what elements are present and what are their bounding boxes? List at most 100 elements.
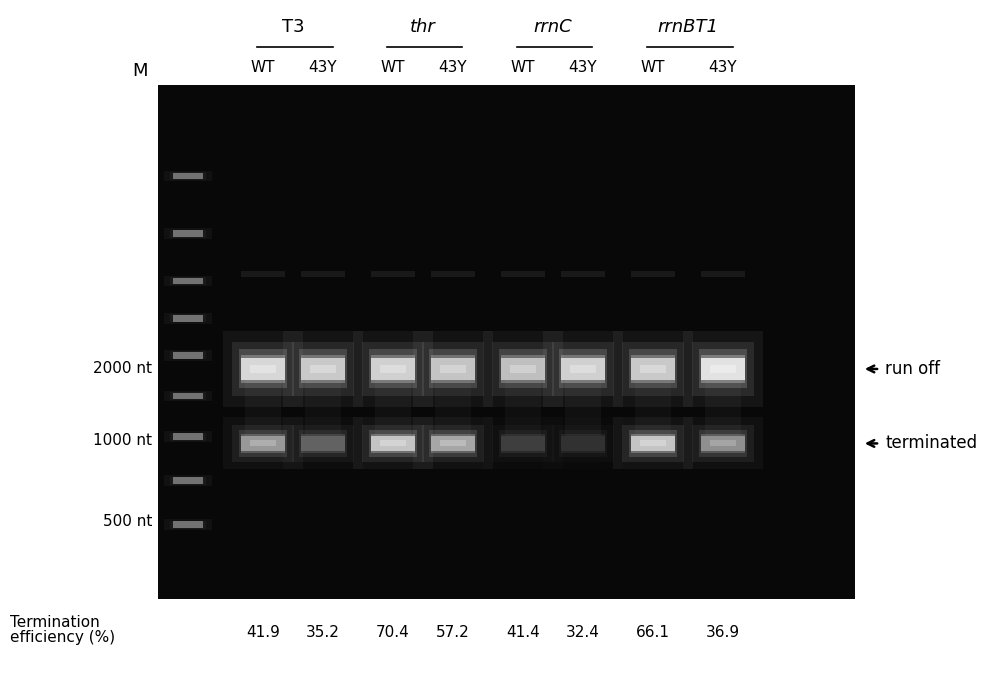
Bar [380,365,406,373]
Bar [170,521,206,529]
Bar [232,342,294,396]
Bar [629,349,677,389]
Bar [565,380,601,436]
Bar [710,441,736,446]
Bar [683,331,763,407]
Bar [362,425,424,462]
Text: T3: T3 [282,18,304,36]
Text: rrnC: rrnC [534,18,572,36]
Bar [310,365,336,373]
Bar [241,434,285,453]
Bar [164,519,212,530]
Bar [505,380,541,436]
Bar [301,358,345,380]
Bar [683,417,763,470]
Bar [501,355,545,383]
Text: WT: WT [641,60,665,75]
Bar [701,355,745,383]
Bar [483,331,563,407]
Bar [559,430,607,457]
Bar [232,425,294,462]
Bar [173,352,203,359]
Text: 43Y: 43Y [439,60,467,75]
Bar [413,417,493,470]
Bar [710,365,736,373]
Bar [492,425,554,462]
Bar [362,342,424,396]
Bar [371,436,415,451]
Bar [299,430,347,457]
Bar [250,365,276,373]
Bar [701,271,745,277]
Bar [631,436,675,451]
Bar [170,277,206,285]
Text: WT: WT [381,60,405,75]
Bar [241,271,285,277]
Bar [164,171,212,181]
Bar [561,434,605,453]
Bar [164,313,212,324]
Text: 70.4: 70.4 [376,626,410,640]
Bar [170,433,206,441]
Bar [561,355,605,383]
Bar [283,417,363,470]
Bar [164,228,212,239]
Bar [353,417,433,470]
Text: 32.4: 32.4 [566,626,600,640]
Bar [223,417,303,470]
Bar [510,365,536,373]
Bar [292,425,354,462]
Bar [369,430,417,457]
Text: 36.9: 36.9 [706,626,740,640]
Bar [692,425,754,462]
Bar [613,331,693,407]
Bar [239,349,287,389]
Bar [492,342,554,396]
Bar [170,392,206,400]
Text: efficiency (%): efficiency (%) [10,630,115,645]
Bar [371,355,415,383]
Bar [622,425,684,462]
Bar [561,271,605,277]
Bar [245,380,281,436]
Bar [413,331,493,407]
Text: terminated: terminated [885,435,977,452]
Bar [173,393,203,399]
Bar [543,331,623,407]
Bar [483,417,563,470]
Bar [283,331,363,407]
Bar [380,441,406,446]
Bar [431,271,475,277]
Bar [299,349,347,389]
Bar [170,477,206,485]
Bar [440,365,466,373]
Bar [499,430,547,457]
Bar [429,349,477,389]
Bar [422,342,484,396]
Bar [292,342,354,396]
Bar [170,230,206,238]
Bar [301,271,345,277]
Bar [701,436,745,451]
Bar [173,433,203,440]
Bar [164,391,212,401]
Bar [499,349,547,389]
Bar [305,380,341,436]
Bar [241,436,285,451]
Bar [431,358,475,380]
Bar [559,349,607,389]
Bar [173,477,203,484]
Bar [422,425,484,462]
Bar [631,355,675,383]
Bar [164,276,212,286]
Bar [501,436,545,451]
Text: 43Y: 43Y [709,60,737,75]
Bar [552,342,614,396]
Bar [435,380,471,436]
Bar [173,521,203,528]
Bar [173,173,203,179]
Bar [635,380,671,436]
Bar [705,380,741,436]
Bar [561,358,605,380]
Bar [223,331,303,407]
